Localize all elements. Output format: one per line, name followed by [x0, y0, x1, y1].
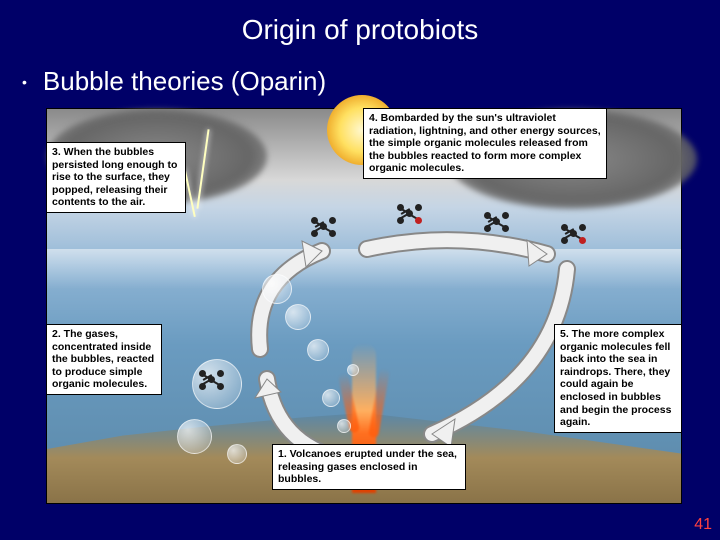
bubble-icon: [262, 274, 292, 304]
molecule-icon: [197, 367, 227, 393]
molecule-icon: [395, 201, 425, 227]
bubble-icon: [177, 419, 212, 454]
cycle-arrow-4: [417, 259, 577, 449]
molecule-icon: [482, 209, 512, 235]
bubble-icon: [285, 304, 311, 330]
bubble-icon: [227, 444, 247, 464]
molecule-icon: [309, 214, 339, 240]
bubble-icon: [307, 339, 329, 361]
slide-number: 41: [694, 516, 712, 534]
caption-5: 5. The more complex organic molecules fe…: [554, 324, 682, 433]
bubble-icon: [347, 364, 359, 376]
bullet-row: • Bubble theories (Oparin): [22, 66, 720, 97]
bullet-icon: •: [22, 74, 27, 90]
caption-1: 1. Volcanoes erupted under the sea, rele…: [272, 444, 466, 490]
cycle-arrow-2: [242, 239, 352, 359]
bullet-text: Bubble theories (Oparin): [43, 66, 326, 97]
molecule-icon: [559, 221, 589, 247]
bubble-theory-diagram: 3. When the bubbles persisted long enoug…: [46, 108, 682, 504]
caption-2: 2. The gases, concentrated inside the bu…: [46, 324, 162, 395]
bubble-icon: [322, 389, 340, 407]
slide-title: Origin of protobiots: [0, 0, 720, 46]
caption-4: 4. Bombarded by the sun's ultraviolet ra…: [363, 108, 607, 179]
caption-3: 3. When the bubbles persisted long enoug…: [46, 142, 186, 213]
bubble-icon: [337, 419, 351, 433]
